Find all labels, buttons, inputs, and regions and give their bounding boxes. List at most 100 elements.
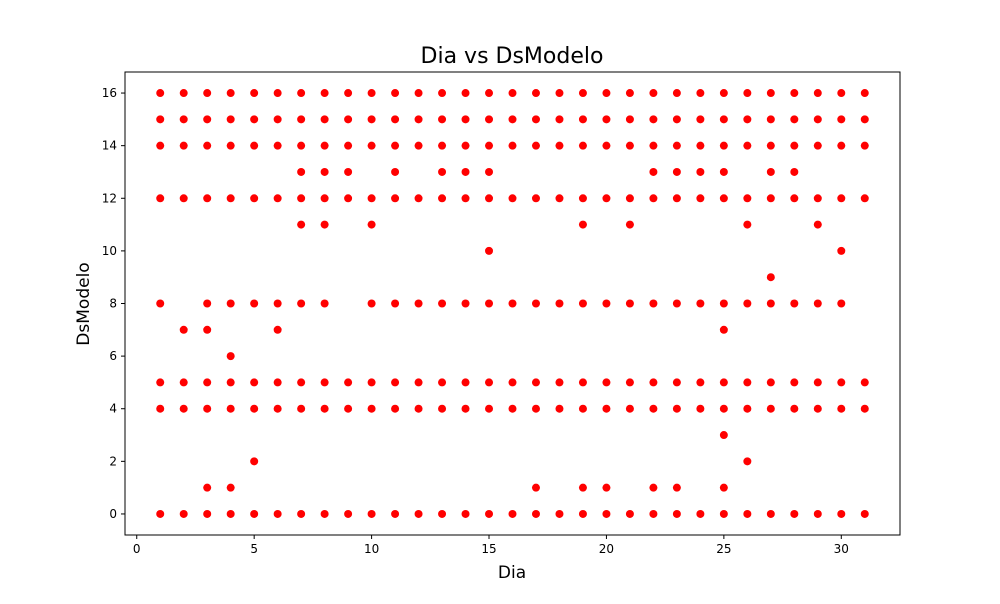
data-point	[367, 404, 376, 413]
data-point	[672, 483, 681, 492]
x-tick-label: 25	[716, 542, 731, 556]
data-point	[696, 167, 705, 176]
data-point	[837, 141, 846, 150]
data-point	[485, 378, 494, 387]
data-point	[179, 509, 188, 518]
data-point	[813, 141, 822, 150]
data-point	[578, 141, 587, 150]
data-point	[156, 115, 165, 124]
data-point	[414, 378, 423, 387]
data-point	[743, 194, 752, 203]
data-point	[344, 89, 353, 98]
data-point	[719, 299, 728, 308]
x-tick-label: 30	[834, 542, 849, 556]
y-tick-label: 10	[102, 244, 117, 258]
data-point	[766, 115, 775, 124]
data-point	[813, 194, 822, 203]
data-point	[438, 194, 447, 203]
data-point	[719, 115, 728, 124]
data-point	[625, 115, 634, 124]
data-point	[297, 220, 306, 229]
data-point	[250, 194, 259, 203]
data-point	[625, 194, 634, 203]
data-point	[672, 299, 681, 308]
data-point	[156, 404, 165, 413]
data-point	[860, 141, 869, 150]
x-axis-ticks: 0 5 10 15 20 25 30	[133, 535, 849, 556]
data-point	[860, 509, 869, 518]
chart-title: Dia vs DsModelo	[421, 44, 604, 69]
data-point	[485, 141, 494, 150]
data-point	[438, 115, 447, 124]
data-point	[461, 299, 470, 308]
data-point	[273, 299, 282, 308]
data-point	[485, 246, 494, 255]
data-point	[578, 194, 587, 203]
data-point	[696, 378, 705, 387]
data-point	[625, 378, 634, 387]
data-point	[226, 352, 235, 361]
data-point	[719, 378, 728, 387]
data-point	[179, 89, 188, 98]
data-point	[391, 141, 400, 150]
data-point	[719, 483, 728, 492]
data-point	[273, 194, 282, 203]
data-point	[743, 457, 752, 466]
data-point	[578, 299, 587, 308]
data-point	[813, 89, 822, 98]
data-point	[438, 404, 447, 413]
y-tick-label: 6	[109, 349, 117, 363]
data-point	[297, 404, 306, 413]
data-point	[367, 378, 376, 387]
data-point	[578, 378, 587, 387]
data-point	[860, 404, 869, 413]
data-point	[508, 378, 517, 387]
data-point	[672, 167, 681, 176]
data-point	[837, 509, 846, 518]
data-point	[438, 509, 447, 518]
data-point	[602, 89, 611, 98]
data-point	[696, 141, 705, 150]
data-point	[531, 89, 540, 98]
data-point	[531, 483, 540, 492]
data-point	[156, 141, 165, 150]
data-point	[250, 299, 259, 308]
data-point	[790, 89, 799, 98]
data-point	[649, 194, 658, 203]
y-tick-label: 14	[102, 139, 117, 153]
data-point	[813, 509, 822, 518]
data-point	[696, 404, 705, 413]
data-point	[461, 167, 470, 176]
data-point	[179, 194, 188, 203]
data-point	[837, 115, 846, 124]
data-point	[414, 89, 423, 98]
data-point	[555, 141, 564, 150]
data-point	[837, 89, 846, 98]
data-point	[672, 89, 681, 98]
data-point	[226, 509, 235, 518]
data-point	[555, 89, 564, 98]
data-point	[391, 299, 400, 308]
data-point	[555, 509, 564, 518]
data-point	[766, 299, 775, 308]
data-point	[203, 194, 212, 203]
data-point	[367, 141, 376, 150]
data-point	[837, 299, 846, 308]
data-point	[226, 141, 235, 150]
data-point	[672, 194, 681, 203]
data-point	[320, 115, 329, 124]
data-point	[602, 404, 611, 413]
data-point	[461, 89, 470, 98]
data-point	[719, 167, 728, 176]
data-point	[367, 115, 376, 124]
data-point	[578, 404, 587, 413]
data-point	[438, 299, 447, 308]
data-point	[625, 89, 634, 98]
data-point	[273, 378, 282, 387]
data-point	[250, 141, 259, 150]
data-point	[766, 167, 775, 176]
data-point	[485, 89, 494, 98]
data-point	[297, 299, 306, 308]
data-point	[273, 141, 282, 150]
